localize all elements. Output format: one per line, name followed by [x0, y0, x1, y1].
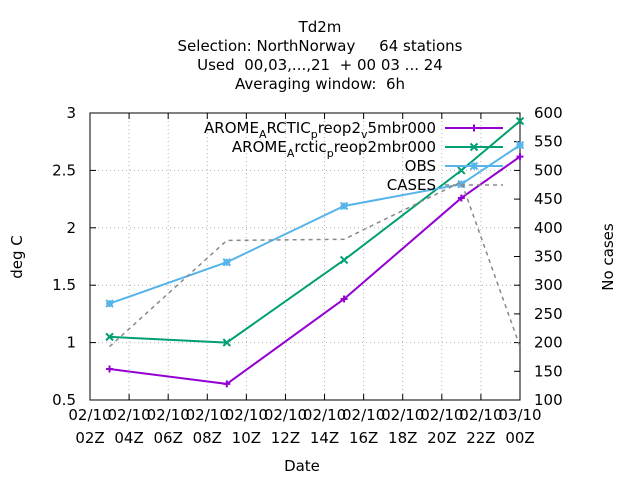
chart-title-line-4: Averaging window: 6h [235, 75, 405, 93]
legend-marker [469, 142, 479, 152]
legend-label: OBS [405, 157, 436, 175]
legend-label: AROMEArcticpreop2mbr000 [232, 138, 436, 160]
data-point-arome-arctic-preop2-v5mbr000 [223, 380, 231, 388]
data-point-arome-arctic-preop2mbr000 [222, 338, 232, 347]
data-point-arome-arctic-preop2mbr000 [339, 255, 349, 265]
y2-tick-label: 100 [534, 391, 563, 409]
y2-tick-label: 300 [534, 276, 563, 294]
y2-tick-label: 450 [534, 190, 563, 208]
y2-tick-label: 150 [534, 362, 563, 380]
y2-tick-label: 250 [534, 305, 563, 323]
data-point-obs [105, 299, 114, 308]
x-axis-label: Date [284, 457, 320, 475]
x-tick-label-hour: 16Z [349, 429, 378, 447]
y-tick-label: 1.5 [52, 276, 76, 294]
data-point-arome-arctic-preop2-v5mbr000 [340, 295, 348, 303]
legend-marker [469, 161, 479, 171]
y-tick-label: 3 [66, 104, 76, 122]
x-tick-label-date: 02/10 [303, 406, 346, 424]
x-tick-label-hour: 14Z [310, 429, 339, 447]
x-tick-label-date: 03/10 [498, 406, 541, 424]
x-tick-label-date: 02/10 [225, 406, 268, 424]
data-point-obs [515, 140, 525, 150]
x-tick-label-hour: 18Z [388, 429, 417, 447]
y2-tick-label: 400 [534, 219, 563, 237]
y2-tick-label: 550 [534, 133, 563, 151]
series-line-cases [109, 180, 521, 348]
x-tick-label-hour: 22Z [466, 429, 495, 447]
x-tick-label-date: 02/10 [459, 406, 502, 424]
x-tick-label-date: 02/10 [186, 406, 229, 424]
y2-tick-label: 500 [534, 161, 563, 179]
x-tick-label-hour: 00Z [505, 429, 534, 447]
chart-title-line-1: Td2m [298, 18, 342, 36]
x-tick-label-hour: 20Z [427, 429, 456, 447]
data-point-arome-arctic-preop2-v5mbr000 [516, 153, 524, 161]
x-tick-label-hour: 04Z [114, 429, 143, 447]
y2-tick-label: 350 [534, 248, 563, 266]
x-tick-label-hour: 08Z [193, 429, 222, 447]
y-tick-label: 0.5 [52, 391, 76, 409]
data-point-arome-arctic-preop2-v5mbr000 [457, 194, 465, 202]
y-tick-label: 1 [66, 334, 76, 352]
x-tick-label-hour: 10Z [232, 429, 261, 447]
data-point-arome-arctic-preop2mbr000 [105, 332, 114, 342]
legend-label: CASES [387, 176, 436, 194]
chart-title-line-3: Used 00,03,...,21 + 00 03 ... 24 [197, 56, 443, 74]
x-tick-label-hour: 02Z [75, 429, 104, 447]
y2-axis-label: No cases [599, 223, 617, 291]
data-point-arome-arctic-preop2mbr000 [515, 116, 525, 126]
y-tick-label: 2 [66, 219, 76, 237]
x-tick-label-date: 02/10 [342, 406, 385, 424]
plot-border [89, 112, 521, 401]
data-point-obs [457, 179, 466, 189]
series-line-arome-arctic-preop2-v5mbr000 [109, 155, 521, 385]
y-axis-label: deg C [8, 235, 26, 279]
y-tick-label: 2.5 [52, 161, 76, 179]
y2-tick-label: 200 [534, 334, 563, 352]
data-point-arome-arctic-preop2-v5mbr000 [106, 365, 114, 373]
x-tick-label-hour: 06Z [153, 429, 182, 447]
y2-tick-label: 600 [534, 104, 563, 122]
legend-marker [470, 124, 478, 132]
data-point-arome-arctic-preop2mbr000 [457, 166, 466, 175]
x-tick-label-date: 02/10 [68, 406, 111, 424]
data-point-obs [222, 258, 232, 267]
chart-title-line-2: Selection: NorthNorway 64 stations [178, 37, 463, 55]
x-tick-label-date: 02/10 [264, 406, 307, 424]
x-tick-label-date: 02/10 [107, 406, 150, 424]
data-point-obs [339, 201, 349, 211]
x-tick-label-hour: 12Z [271, 429, 300, 447]
x-tick-label-date: 02/10 [420, 406, 463, 424]
x-tick-label-date: 02/10 [147, 406, 190, 424]
x-tick-label-date: 02/10 [381, 406, 424, 424]
